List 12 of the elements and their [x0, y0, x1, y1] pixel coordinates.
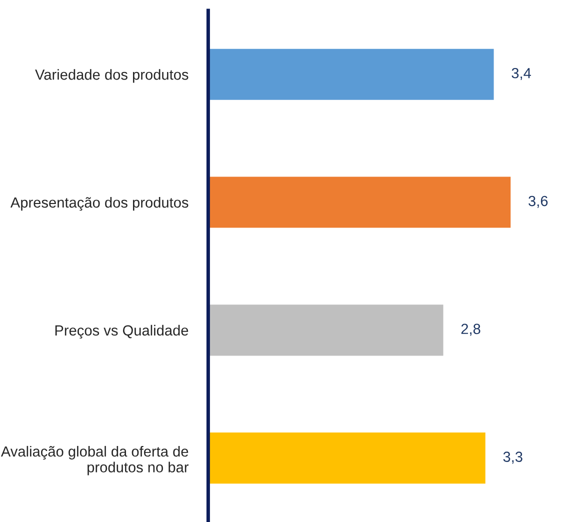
- bar: [208, 47, 496, 102]
- y-tick-label: Variedade dos produtos: [35, 69, 188, 83]
- bar: [208, 303, 445, 358]
- data-label: 2,8: [461, 324, 480, 336]
- data-label: 3,4: [512, 68, 531, 80]
- data-label: 3,6: [528, 196, 548, 208]
- bar: [208, 431, 487, 485]
- data-label: 3,3: [503, 452, 522, 464]
- y-tick-label: Apresentação dos produtos: [10, 196, 188, 211]
- y-tick-label: Avaliação global da oferta de produtos no bar: [0, 446, 189, 476]
- bar: [208, 175, 512, 230]
- y-tick-label: Preços vs Qualidade: [55, 324, 188, 339]
